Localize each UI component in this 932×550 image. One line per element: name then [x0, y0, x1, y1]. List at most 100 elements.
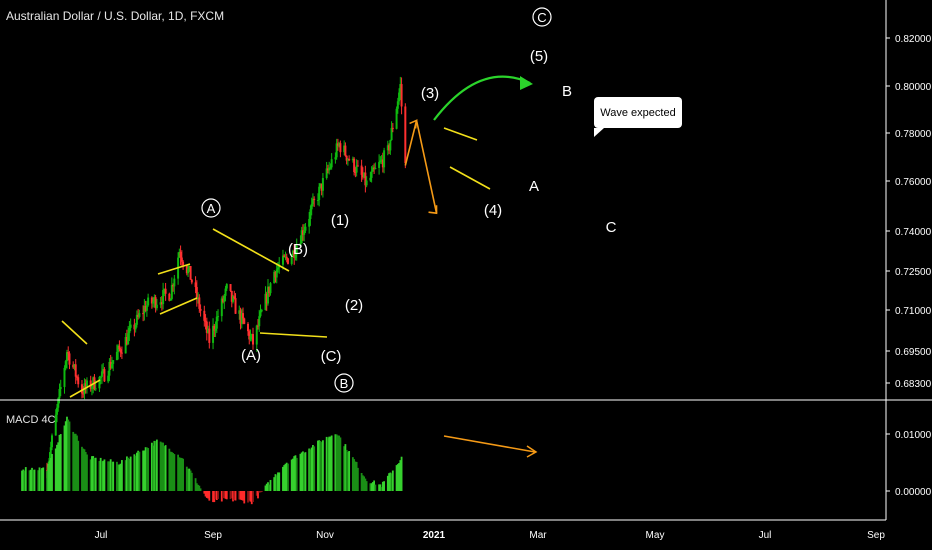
candle-body	[57, 398, 60, 408]
candle-body	[348, 158, 351, 161]
candle-body	[391, 127, 394, 129]
macd-bar	[274, 474, 277, 491]
candle-body	[344, 145, 347, 156]
candle-body	[284, 256, 287, 258]
candle-body	[208, 328, 211, 343]
candle-body	[283, 255, 286, 257]
channel-line	[443, 127, 478, 141]
macd-bar	[400, 456, 403, 491]
macd-bar	[327, 438, 329, 491]
macd-bar	[260, 491, 263, 492]
candle-body	[371, 167, 374, 172]
candle-body	[381, 159, 384, 168]
candle-body	[49, 447, 52, 459]
macd-bar	[379, 484, 382, 491]
candle-body	[259, 311, 262, 317]
macd-bar	[163, 446, 166, 491]
candle-body	[54, 414, 57, 436]
candle-body	[189, 266, 192, 280]
candle-body	[265, 293, 268, 304]
macd-bar	[42, 467, 45, 491]
macd-bar	[41, 468, 43, 491]
macd-tick-label: 0.00000	[895, 487, 932, 498]
candle-body	[190, 279, 193, 283]
candle-body	[336, 143, 339, 146]
candle-body	[355, 165, 358, 173]
macd-bar	[283, 465, 286, 491]
candle-body	[50, 435, 53, 448]
candle-body	[321, 178, 324, 191]
macd-divergence-arrowhead	[526, 445, 538, 458]
candle-body	[119, 349, 122, 353]
macd-bar	[220, 491, 223, 502]
candle-body	[194, 282, 197, 288]
macd-bar	[57, 442, 60, 491]
macd-bar	[178, 457, 181, 491]
macd-bar	[302, 451, 304, 491]
macd-bar	[190, 472, 193, 491]
macd-bar	[230, 491, 233, 499]
channel-line	[157, 263, 191, 275]
candle-body	[162, 290, 165, 305]
macd-bar	[29, 469, 32, 491]
candle-body	[94, 388, 97, 390]
candle-body	[112, 360, 115, 364]
candle-body	[92, 377, 95, 387]
macd-bar	[360, 473, 363, 491]
macd-bar	[344, 444, 347, 491]
candle-body	[325, 168, 328, 179]
candle-body	[170, 284, 173, 299]
macd-bar	[32, 469, 35, 491]
projection-arrowhead	[428, 205, 438, 215]
macd-bar	[37, 470, 40, 491]
candle-body	[82, 393, 85, 395]
macd-bar	[278, 472, 281, 491]
channel-line	[259, 332, 328, 338]
macd-bar	[295, 457, 298, 491]
macd-bar	[383, 481, 385, 491]
macd-bar	[199, 488, 202, 491]
macd-bar	[353, 459, 356, 491]
macd-bar	[162, 442, 165, 491]
macd-bar	[361, 475, 364, 491]
time-tick-label: May	[646, 530, 665, 541]
macd-bar	[143, 450, 146, 491]
macd-bar	[150, 442, 153, 491]
wave3-curve-arrow	[433, 75, 531, 121]
macd-bar	[98, 460, 101, 491]
wave-label: A	[529, 178, 539, 195]
macd-bar	[207, 491, 209, 499]
candle-body	[351, 158, 354, 161]
macd-bar	[334, 434, 337, 491]
macd-bar	[111, 461, 113, 491]
candle-body	[128, 327, 131, 334]
macd-bar	[317, 440, 319, 491]
macd-bar	[380, 487, 383, 491]
macd-bar	[330, 435, 333, 491]
channel-line	[69, 379, 101, 398]
macd-bar	[304, 452, 307, 491]
macd-bar	[23, 470, 26, 491]
candle-body	[120, 352, 123, 354]
candle-body	[223, 295, 226, 302]
candle-body	[260, 310, 263, 312]
candle-body	[389, 140, 392, 151]
candle-body	[142, 313, 145, 315]
macd-bar	[133, 454, 136, 491]
candle-body	[363, 172, 366, 178]
candle-body	[84, 383, 87, 389]
candle-body	[326, 168, 329, 171]
time-tick-label: Sep	[204, 530, 222, 541]
macd-bar	[328, 436, 331, 491]
candle-body	[205, 321, 208, 333]
macd-bar	[147, 448, 150, 491]
time-tick-label: Jul	[95, 530, 108, 541]
candle-body	[129, 324, 132, 328]
candle-body	[137, 314, 140, 317]
macd-bar	[398, 463, 400, 491]
macd-bar	[371, 482, 374, 491]
candle-body	[163, 288, 166, 291]
macd-bar	[49, 457, 52, 491]
